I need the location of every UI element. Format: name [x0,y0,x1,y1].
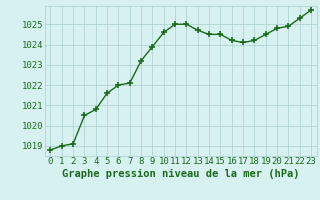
X-axis label: Graphe pression niveau de la mer (hPa): Graphe pression niveau de la mer (hPa) [62,169,300,179]
